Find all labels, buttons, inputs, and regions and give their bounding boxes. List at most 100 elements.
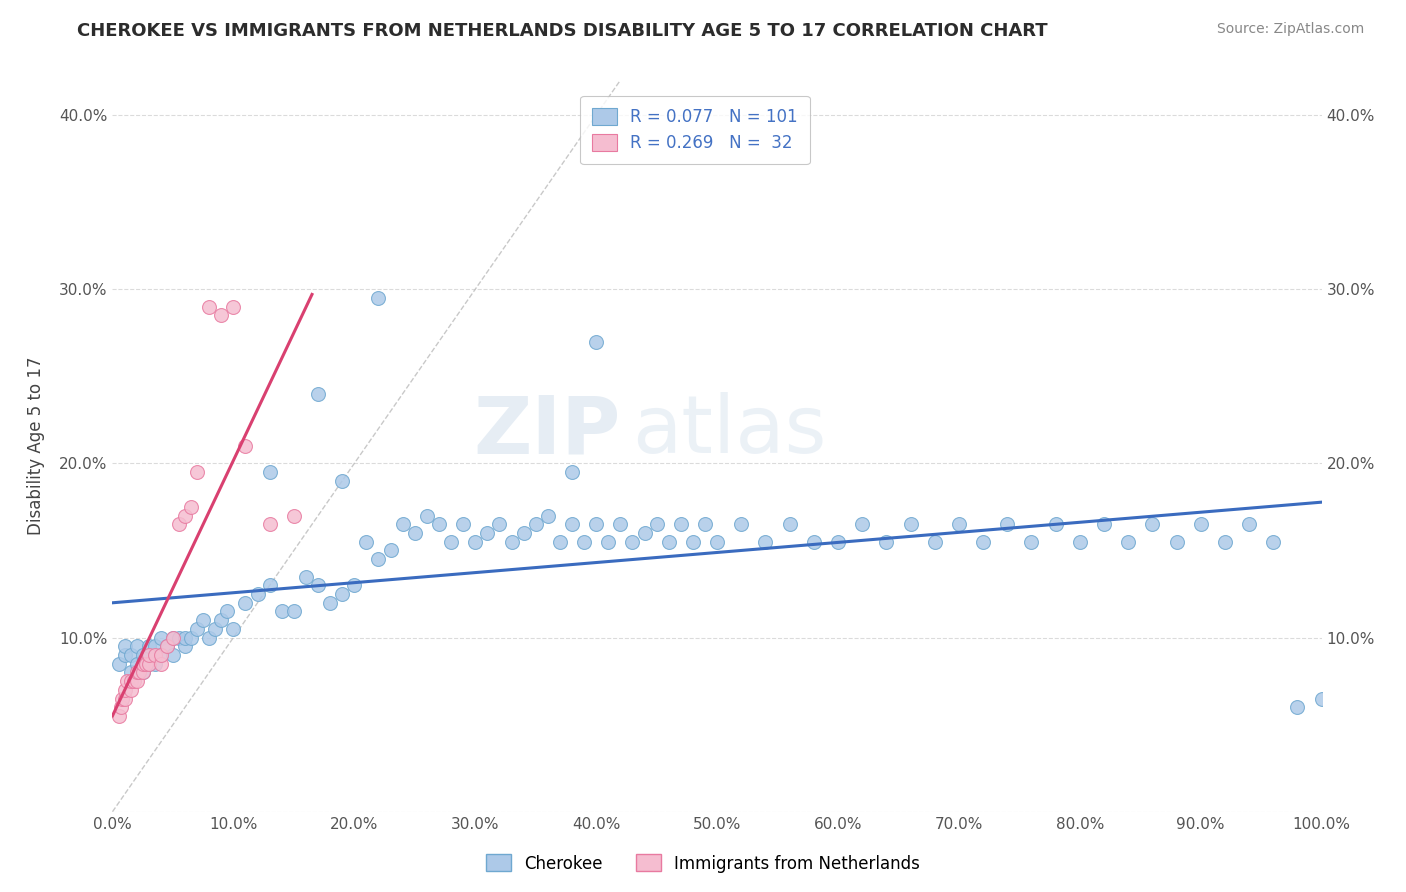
Point bbox=[669, 517, 692, 532]
Point bbox=[621, 534, 644, 549]
Point bbox=[138, 640, 160, 654]
Point bbox=[156, 640, 179, 654]
Point bbox=[851, 517, 873, 532]
Point bbox=[875, 534, 897, 549]
Point bbox=[114, 682, 136, 697]
Point bbox=[235, 596, 257, 610]
Point bbox=[972, 534, 994, 549]
Point bbox=[270, 604, 292, 618]
Point bbox=[115, 674, 138, 689]
Point bbox=[167, 517, 190, 532]
Point bbox=[138, 657, 160, 671]
Point bbox=[356, 534, 378, 549]
Point bbox=[191, 613, 214, 627]
Point bbox=[259, 578, 281, 592]
Point bbox=[900, 517, 922, 532]
Point bbox=[572, 534, 595, 549]
Point bbox=[1021, 534, 1043, 549]
Point bbox=[307, 386, 329, 401]
Point bbox=[162, 631, 184, 645]
Point bbox=[561, 465, 583, 479]
Point bbox=[1045, 517, 1067, 532]
Point bbox=[948, 517, 970, 532]
Point bbox=[186, 465, 208, 479]
Point bbox=[598, 534, 620, 549]
Point bbox=[1069, 534, 1091, 549]
Point bbox=[125, 640, 148, 654]
Point bbox=[246, 587, 269, 601]
Point bbox=[180, 500, 202, 514]
Point bbox=[217, 604, 239, 618]
Point bbox=[283, 604, 305, 618]
Point bbox=[132, 665, 155, 680]
Point bbox=[1116, 534, 1139, 549]
Point bbox=[128, 665, 150, 680]
Point bbox=[330, 474, 353, 488]
Point bbox=[730, 517, 752, 532]
Point bbox=[1166, 534, 1188, 549]
Text: CHEROKEE VS IMMIGRANTS FROM NETHERLANDS DISABILITY AGE 5 TO 17 CORRELATION CHART: CHEROKEE VS IMMIGRANTS FROM NETHERLANDS … bbox=[77, 22, 1047, 40]
Point bbox=[427, 517, 450, 532]
Point bbox=[125, 657, 148, 671]
Point bbox=[416, 508, 439, 523]
Point bbox=[367, 552, 389, 566]
Point bbox=[162, 648, 184, 662]
Point bbox=[198, 300, 221, 314]
Point bbox=[120, 648, 142, 662]
Point bbox=[114, 691, 136, 706]
Point bbox=[1263, 534, 1285, 549]
Point bbox=[120, 674, 142, 689]
Point bbox=[501, 534, 523, 549]
Point bbox=[524, 517, 547, 532]
Point bbox=[149, 648, 172, 662]
Point bbox=[561, 517, 583, 532]
Point bbox=[174, 631, 197, 645]
Point bbox=[380, 543, 402, 558]
Point bbox=[143, 648, 166, 662]
Point bbox=[645, 517, 668, 532]
Point bbox=[440, 534, 463, 549]
Point bbox=[307, 578, 329, 592]
Point bbox=[198, 631, 221, 645]
Point bbox=[1286, 700, 1309, 714]
Legend: Cherokee, Immigrants from Netherlands: Cherokee, Immigrants from Netherlands bbox=[479, 847, 927, 880]
Point bbox=[138, 648, 160, 662]
Point bbox=[1092, 517, 1115, 532]
Point bbox=[633, 526, 655, 541]
Point bbox=[1237, 517, 1260, 532]
Point bbox=[162, 631, 184, 645]
Point bbox=[658, 534, 681, 549]
Point bbox=[125, 665, 148, 680]
Point bbox=[330, 587, 353, 601]
Point bbox=[107, 657, 129, 671]
Point bbox=[682, 534, 704, 549]
Point bbox=[174, 508, 197, 523]
Point bbox=[488, 517, 510, 532]
Point bbox=[114, 640, 136, 654]
Point bbox=[367, 291, 389, 305]
Point bbox=[754, 534, 776, 549]
Point bbox=[138, 657, 160, 671]
Point bbox=[174, 640, 197, 654]
Point bbox=[156, 640, 179, 654]
Point bbox=[209, 613, 232, 627]
Point bbox=[132, 648, 155, 662]
Point bbox=[706, 534, 728, 549]
Y-axis label: Disability Age 5 to 17: Disability Age 5 to 17 bbox=[27, 357, 45, 535]
Point bbox=[585, 517, 607, 532]
Point bbox=[132, 665, 155, 680]
Point bbox=[477, 526, 499, 541]
Point bbox=[222, 622, 245, 636]
Point bbox=[149, 631, 172, 645]
Point bbox=[135, 657, 157, 671]
Point bbox=[391, 517, 413, 532]
Point bbox=[451, 517, 474, 532]
Point bbox=[204, 622, 226, 636]
Point bbox=[512, 526, 534, 541]
Point bbox=[122, 674, 145, 689]
Point bbox=[779, 517, 801, 532]
Point bbox=[319, 596, 342, 610]
Point bbox=[120, 682, 142, 697]
Point bbox=[1142, 517, 1164, 532]
Point bbox=[110, 700, 132, 714]
